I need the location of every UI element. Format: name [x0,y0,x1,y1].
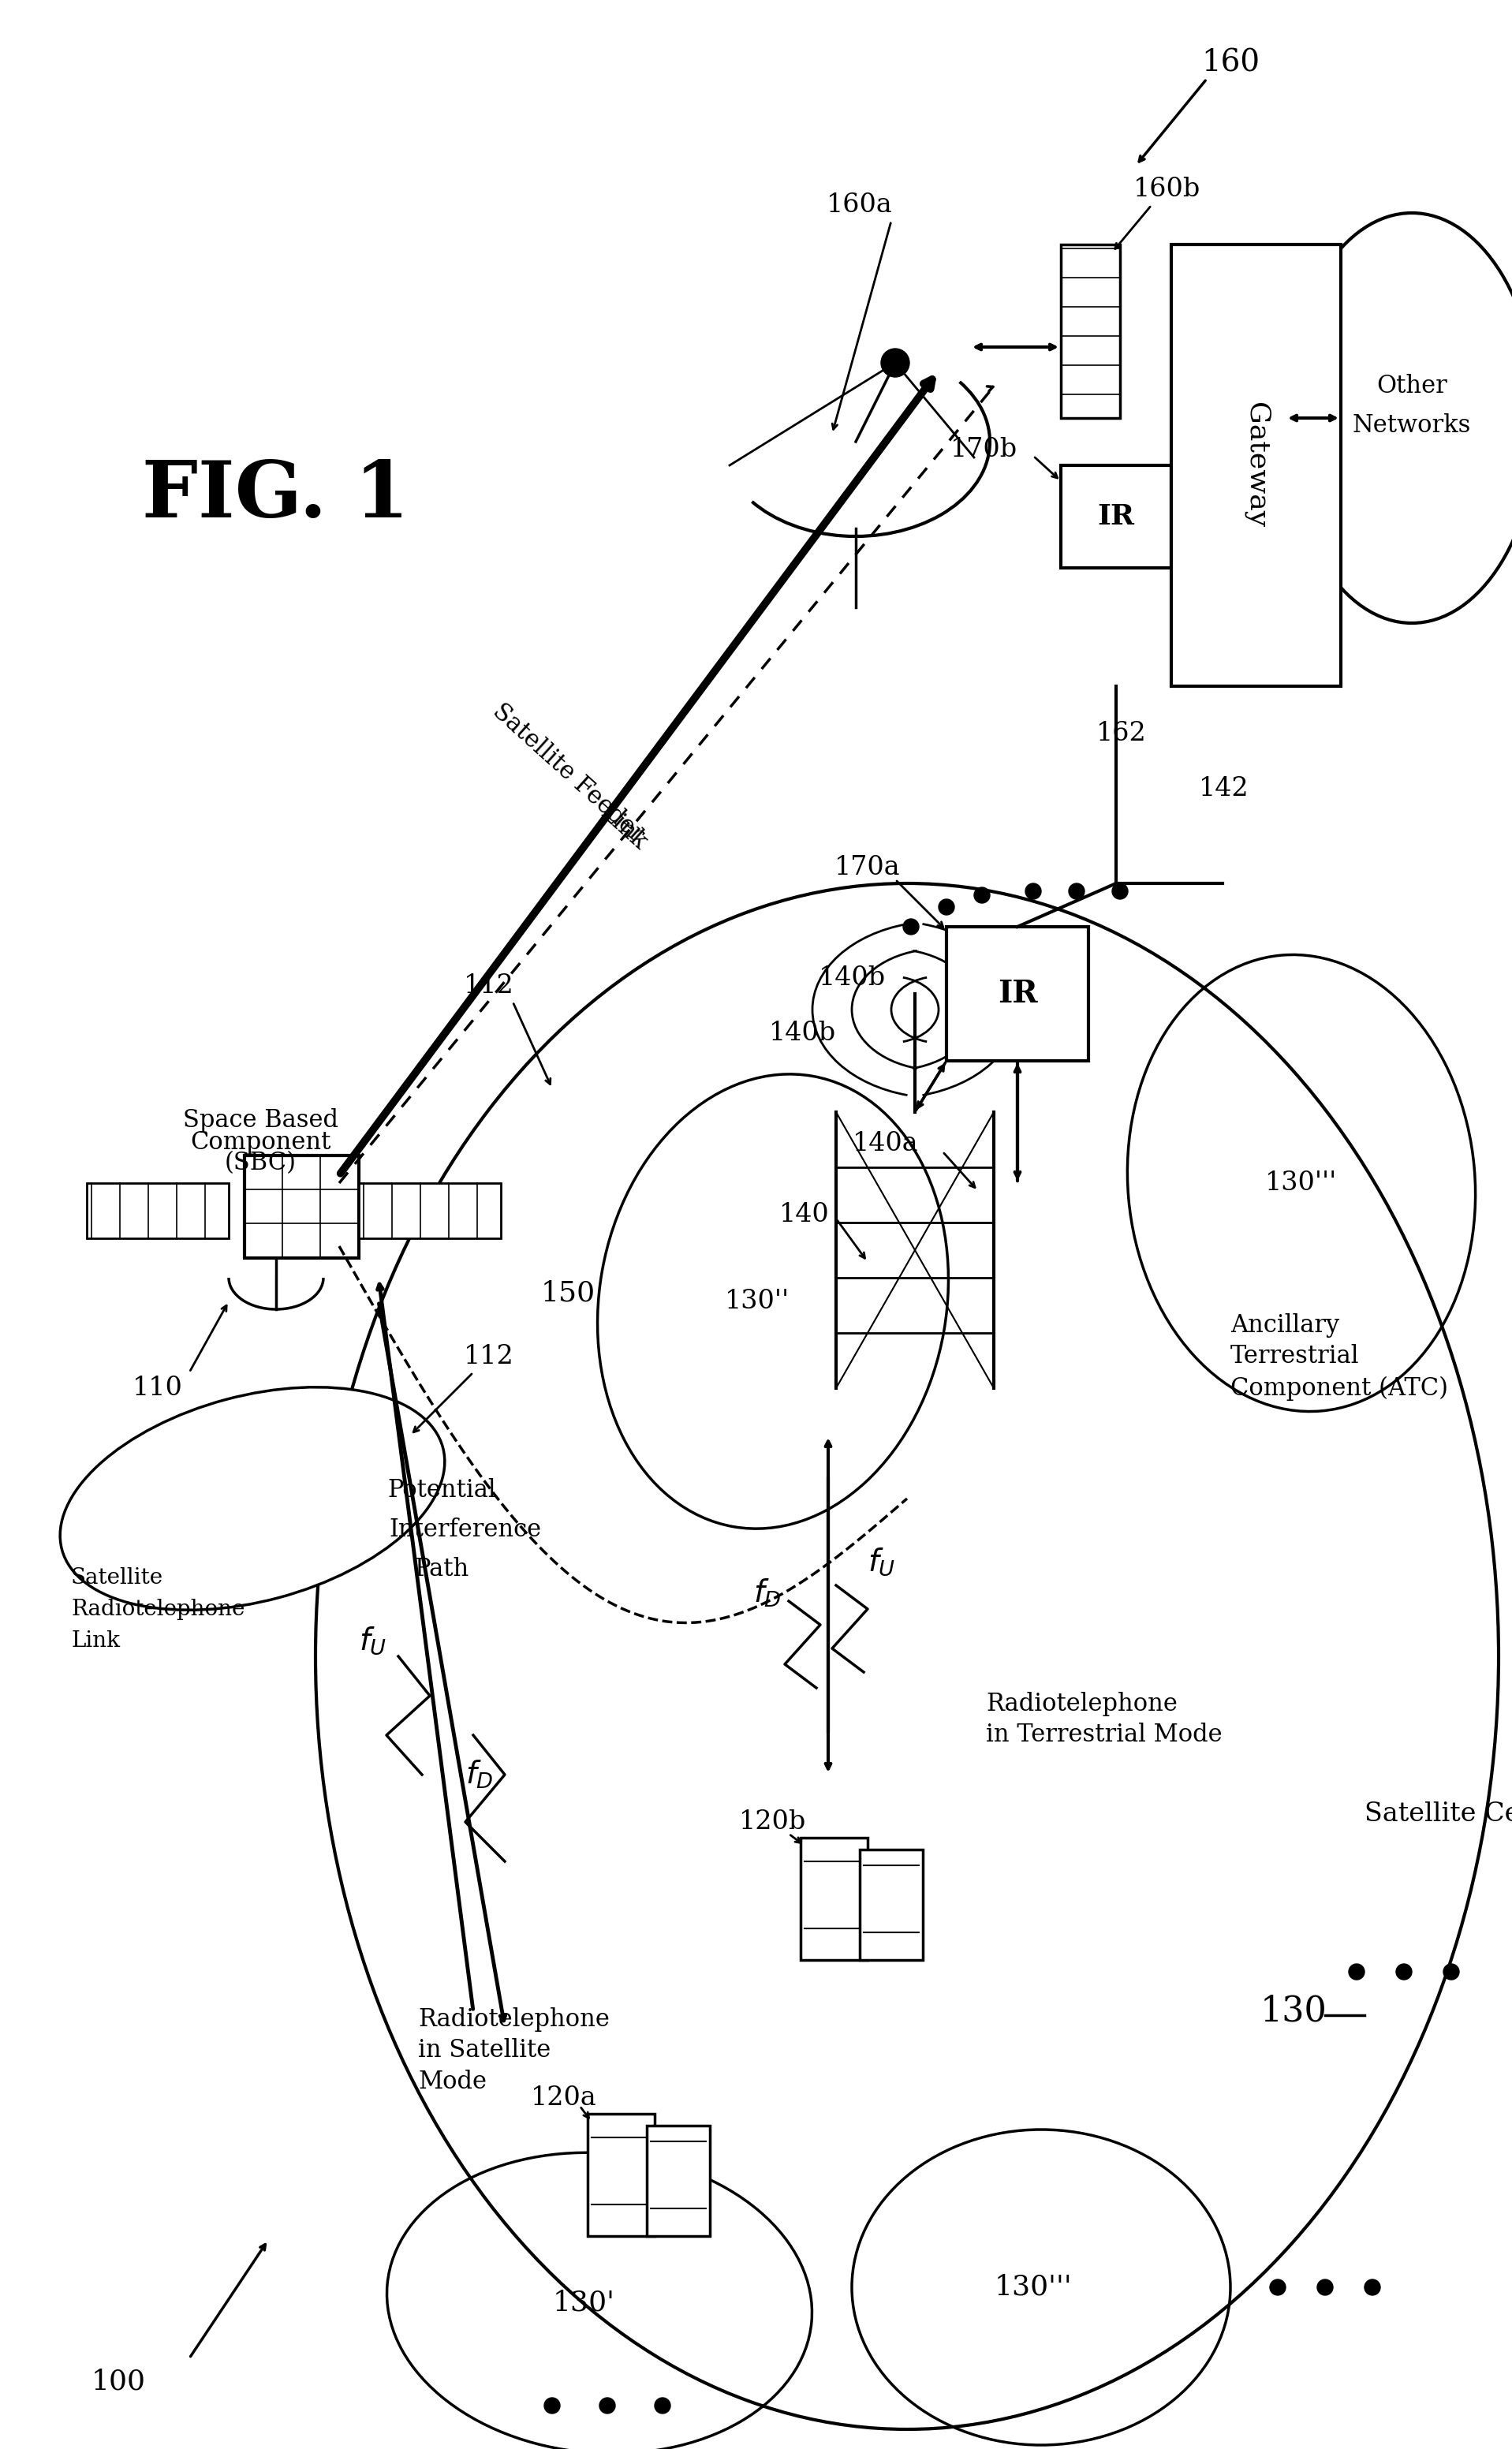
Text: Radiotelephone: Radiotelephone [986,1692,1178,1717]
Bar [947,926,1089,1060]
Text: Terrestrial: Terrestrial [1231,1345,1359,1369]
Ellipse shape [1285,213,1512,622]
Text: Potential: Potential [387,1479,496,1504]
Text: Satellite Cell: Satellite Cell [1364,1802,1512,1827]
Text: Mode: Mode [417,2069,487,2094]
Bar [86,1183,228,1239]
Text: Satellite: Satellite [71,1567,163,1587]
Text: 150: 150 [541,1281,596,1308]
Circle shape [974,887,990,904]
Circle shape [881,348,909,377]
Text: IR: IR [998,980,1037,1009]
Text: 130''': 130''' [995,2275,1072,2300]
Bar [1172,245,1341,686]
Text: Radiotelephone: Radiotelephone [417,2006,609,2030]
Circle shape [1025,884,1042,899]
Text: 120a: 120a [531,2087,597,2111]
Text: 112: 112 [464,972,514,999]
Circle shape [1113,884,1128,899]
Bar [588,2113,655,2236]
Ellipse shape [851,2131,1231,2444]
Circle shape [939,899,954,916]
Circle shape [1069,884,1084,899]
Text: 142: 142 [1199,776,1249,801]
Circle shape [1317,2280,1334,2295]
Bar [647,2126,709,2236]
Text: $f_D$: $f_D$ [466,1758,493,1790]
Text: $f_U$: $f_U$ [358,1626,387,1656]
Ellipse shape [597,1075,948,1528]
Text: (SBC): (SBC) [224,1151,296,1176]
Text: 160a: 160a [827,193,892,218]
Circle shape [903,918,919,936]
Text: 162: 162 [1096,720,1146,747]
Ellipse shape [387,2153,812,2449]
Text: 170a: 170a [835,855,901,879]
Text: $f_U$: $f_U$ [868,1545,895,1577]
Text: Component (ATC): Component (ATC) [1231,1376,1448,1401]
Circle shape [1444,1964,1459,1979]
Text: Networks: Networks [1353,414,1471,438]
Text: Gateway: Gateway [1243,402,1270,529]
Text: 160: 160 [1201,49,1259,78]
Text: Component: Component [191,1129,331,1153]
Text: 140a: 140a [853,1131,919,1156]
Text: Path: Path [414,1558,469,1582]
Circle shape [544,2398,559,2415]
Text: IR: IR [1098,502,1134,529]
Ellipse shape [60,1386,445,1609]
Bar [800,1837,868,1959]
Text: in Satellite: in Satellite [417,2038,550,2062]
Text: Ancillary: Ancillary [1231,1313,1340,1337]
Text: Interference: Interference [389,1518,541,1543]
Text: $f_D$: $f_D$ [753,1577,780,1609]
Circle shape [1349,1964,1364,1979]
Circle shape [1364,2280,1380,2295]
Text: Other: Other [1376,375,1447,399]
Text: 140: 140 [779,1202,830,1227]
Circle shape [1270,2280,1285,2295]
Text: 130''': 130''' [1266,1171,1338,1195]
Ellipse shape [1128,955,1476,1411]
Text: 130': 130' [552,2290,615,2317]
Bar [1061,245,1120,419]
Text: Satellite Feeder: Satellite Feeder [487,698,649,847]
Text: 170b: 170b [951,436,1018,463]
Text: Link: Link [594,801,652,855]
Text: 140b: 140b [770,1021,836,1046]
Bar [860,1849,922,1959]
Text: Radiotelephone: Radiotelephone [71,1599,245,1619]
Circle shape [655,2398,670,2415]
Text: 160b: 160b [1134,176,1201,201]
Text: Link: Link [71,1631,119,1651]
Bar [1061,465,1172,568]
Circle shape [599,2398,615,2415]
Text: 130: 130 [1259,1993,1328,2028]
Text: 110: 110 [133,1376,183,1401]
Text: FIG. 1: FIG. 1 [142,458,410,534]
Circle shape [1396,1964,1412,1979]
Text: 112: 112 [464,1345,514,1369]
Text: in Terrestrial Mode: in Terrestrial Mode [986,1724,1222,1749]
Text: 120b: 120b [739,1810,806,1834]
Bar [358,1183,500,1239]
Text: 100: 100 [91,2368,145,2395]
Text: 140b: 140b [818,965,886,992]
Text: 130'': 130'' [724,1288,789,1315]
Text: Space Based: Space Based [183,1107,339,1131]
Bar [245,1156,358,1259]
